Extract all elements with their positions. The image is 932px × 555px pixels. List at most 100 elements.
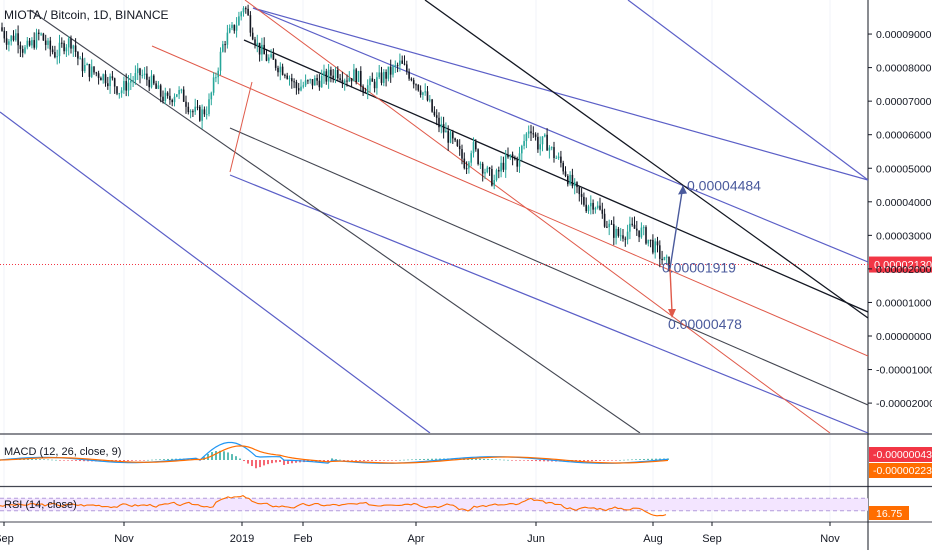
macd-hist-bar-92 xyxy=(367,460,369,461)
candle-body-118 xyxy=(272,54,275,60)
macd-hist-bar-71 xyxy=(283,460,285,465)
blue-channel-mid-lower xyxy=(229,174,868,433)
candle-body-206 xyxy=(475,142,477,150)
candle-body-70 xyxy=(162,96,164,101)
macd-hist-bar-31 xyxy=(123,460,125,462)
candle-body-164 xyxy=(378,72,380,78)
candle-body-199 xyxy=(458,145,461,150)
candle-body-287 xyxy=(661,258,663,261)
macd-hist-bar-33 xyxy=(131,460,133,461)
candle-body-174 xyxy=(401,60,403,64)
macd-hist-bar-83 xyxy=(331,458,333,460)
macd-hist-bar-110 xyxy=(439,458,441,460)
candle-body-29 xyxy=(67,38,70,48)
y-tick-label-3: 0.00006000 xyxy=(876,130,932,142)
x-tick-label-8: Nov xyxy=(820,533,840,545)
candle-body-121 xyxy=(279,66,282,73)
candle-body-71 xyxy=(164,92,167,101)
candle-body-89 xyxy=(205,114,208,116)
candle-body-161 xyxy=(371,78,374,82)
candle-body-52 xyxy=(120,90,123,94)
macd-hist-bar-95 xyxy=(379,460,381,461)
candle-body-49 xyxy=(113,78,116,87)
macd-hist-bar-150 xyxy=(599,460,601,461)
candle-body-267 xyxy=(615,228,617,238)
candle-body-117 xyxy=(270,54,272,58)
macd-hist-bar-106 xyxy=(423,458,425,460)
candle-body-274 xyxy=(631,223,633,225)
candle-body-227 xyxy=(523,141,525,146)
candle-body-101 xyxy=(233,24,236,31)
macd-hist-bar-109 xyxy=(435,458,437,460)
macd-badge-2 xyxy=(869,463,932,478)
y-tick-label-10: -0.00001000 xyxy=(876,365,932,377)
candle-body-125 xyxy=(288,78,291,80)
candle-body-24 xyxy=(56,56,58,58)
candle-body-84 xyxy=(194,106,196,112)
candle-body-244 xyxy=(562,162,564,172)
candle-body-48 xyxy=(111,76,114,79)
macd-hist-bar-151 xyxy=(603,460,605,461)
candle-body-245 xyxy=(564,171,567,176)
candle-body-142 xyxy=(327,69,330,82)
candle-body-67 xyxy=(155,83,157,89)
macd-hist-bar-165 xyxy=(659,458,661,460)
candle-body-82 xyxy=(189,111,192,113)
candle-body-6 xyxy=(15,33,17,41)
y-tick-label-2: 0.00007000 xyxy=(876,96,932,108)
red-line-3 xyxy=(229,81,253,173)
macd-hist-bar-93 xyxy=(371,460,373,461)
macd-hist-bar-9 xyxy=(35,459,37,460)
candle-body-19 xyxy=(44,40,47,45)
projection-up-arrow xyxy=(669,185,684,269)
macd-hist-bar-98 xyxy=(391,460,393,461)
macd-hist-bar-157 xyxy=(627,459,629,461)
macd-hist-bar-18 xyxy=(71,460,73,461)
candle-body-37 xyxy=(86,64,88,66)
candle-body-252 xyxy=(580,194,583,197)
macd-hist-bar-11 xyxy=(43,459,45,460)
candle-body-92 xyxy=(212,77,215,93)
macd-hist-bar-162 xyxy=(647,458,649,460)
candle-body-66 xyxy=(153,75,155,84)
candle-body-187 xyxy=(431,99,433,112)
macd-hist-bar-99 xyxy=(395,460,397,461)
candle-body-276 xyxy=(636,228,638,231)
macd-hist-bar-57 xyxy=(227,452,229,460)
macd-hist-bar-167 xyxy=(667,458,669,460)
macd-hist-bar-54 xyxy=(215,451,217,460)
macd-hist-bar-103 xyxy=(411,459,413,461)
macd-hist-bar-55 xyxy=(219,450,221,460)
candle-body-79 xyxy=(182,89,185,102)
candle-body-180 xyxy=(415,84,417,86)
candle-body-33 xyxy=(77,51,79,59)
candle-body-190 xyxy=(438,117,440,128)
candle-body-87 xyxy=(201,109,203,121)
candle-body-46 xyxy=(107,83,109,87)
candle-body-151 xyxy=(348,78,351,82)
candle-body-75 xyxy=(173,96,176,103)
macd-hist-bar-22 xyxy=(87,460,89,462)
candle-body-165 xyxy=(380,72,383,83)
gray-trendline-2 xyxy=(229,127,868,406)
macd-hist-bar-72 xyxy=(287,460,289,464)
macd-hist-bar-88 xyxy=(351,460,353,461)
x-tick-label-3: Feb xyxy=(294,533,313,545)
candle-body-260 xyxy=(599,205,601,210)
macd-hist-bar-108 xyxy=(431,458,433,460)
blue-channel-upper xyxy=(252,7,868,181)
macd-hist-bar-119 xyxy=(475,458,477,460)
candle-body-169 xyxy=(389,66,392,75)
candle-body-60 xyxy=(139,68,141,76)
candle-body-36 xyxy=(84,65,86,72)
candle-body-1 xyxy=(3,30,6,39)
candle-body-106 xyxy=(245,8,247,10)
candle-body-193 xyxy=(445,130,447,133)
candle-body-10 xyxy=(24,47,26,53)
macd-hist-bar-69 xyxy=(275,460,277,463)
y-tick-label-0: 0.00009000 xyxy=(876,29,932,41)
y-tick-label-9: 0.00000000 xyxy=(876,331,932,343)
macd-hist-bar-91 xyxy=(363,460,365,461)
macd-hist-bar-153 xyxy=(611,460,613,461)
